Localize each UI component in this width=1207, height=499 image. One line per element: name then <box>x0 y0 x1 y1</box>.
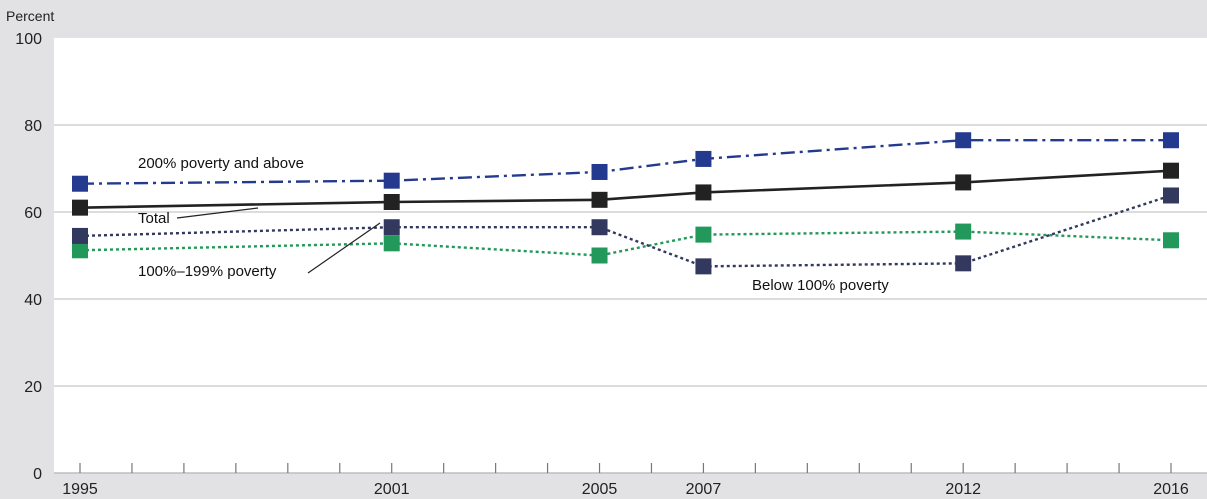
y-tick-label: 0 <box>33 466 42 483</box>
series-point <box>695 184 712 201</box>
series-point <box>1163 162 1179 179</box>
x-tick-label: 2007 <box>686 481 722 498</box>
series-point <box>383 193 400 210</box>
series-point <box>383 219 400 236</box>
series-point <box>591 163 608 180</box>
y-tick-label: 60 <box>24 205 42 222</box>
series-point <box>695 258 712 275</box>
series-point <box>695 150 712 167</box>
label-200-poverty-above: 200% poverty and above <box>138 155 304 172</box>
series-point <box>72 242 88 259</box>
x-tick-label: 2012 <box>945 481 981 498</box>
series-point <box>1163 187 1179 204</box>
plot-area <box>54 38 1207 473</box>
series-point <box>383 235 400 252</box>
grid-layer <box>54 124 1207 387</box>
x-tick-label: 2016 <box>1153 481 1189 498</box>
y-tick-label: 100 <box>15 31 42 48</box>
series-line <box>79 230 1172 257</box>
label-below-100-poverty: Below 100% poverty <box>752 277 889 294</box>
series-point <box>955 174 972 191</box>
axis-layer: 0 20 40 60 80 100 1995 2001 2005 2007 2012 2016 <box>15 31 1207 498</box>
series-line <box>79 169 1172 209</box>
series-point <box>591 247 608 264</box>
annotation-layer: 200% poverty and above Total 100%–199% pov… <box>138 155 889 294</box>
series-point <box>72 227 88 244</box>
series-point <box>955 132 972 149</box>
series-point <box>955 223 972 240</box>
leader-line-100-199 <box>307 222 381 274</box>
y-tick-label: 40 <box>24 292 42 309</box>
series-line <box>79 139 1171 185</box>
series-point <box>591 219 608 236</box>
series-point <box>695 226 712 243</box>
series-point <box>72 175 88 192</box>
series-line <box>79 194 1172 268</box>
y-tick-label: 80 <box>24 118 42 135</box>
x-tick-label: 2001 <box>374 481 410 498</box>
series-layer <box>72 132 1179 275</box>
series-point <box>955 255 972 272</box>
series-point <box>1163 232 1179 249</box>
series-point <box>1163 132 1179 149</box>
series-point <box>383 172 400 189</box>
series-point <box>591 191 608 208</box>
series-point <box>72 199 88 216</box>
y-tick-label: 20 <box>24 379 42 396</box>
x-tick-label: 2005 <box>582 481 618 498</box>
leader-line-total <box>176 207 259 219</box>
label-total: Total <box>138 210 170 227</box>
label-100-199-poverty: 100%–199% poverty <box>138 263 277 280</box>
y-axis-title: Percent <box>6 8 54 24</box>
x-tick-label: 1995 <box>62 481 98 498</box>
